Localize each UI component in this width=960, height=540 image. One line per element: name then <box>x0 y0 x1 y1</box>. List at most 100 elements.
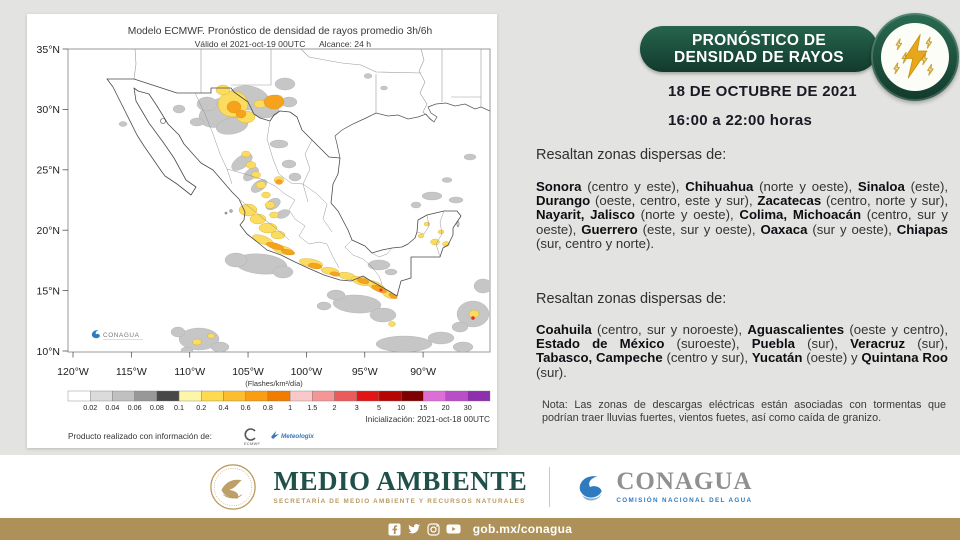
header-line2: DENSIDAD DE RAYOS <box>674 49 844 66</box>
legend-value-label: 0.4 <box>218 403 228 412</box>
medio-ambiente-block: MEDIO AMBIENTE SECRETARÍA DE MEDIO AMBIE… <box>273 466 528 506</box>
islands <box>160 118 460 227</box>
legend-cell <box>356 390 380 402</box>
legend-value-label: 0.8 <box>263 403 273 412</box>
us-gulf-coast <box>334 102 490 159</box>
legend-unit-label: (Flashes/km²/día) <box>245 379 303 388</box>
legend-value-label: 0.1 <box>174 403 184 412</box>
section2-lead: Resaltan zonas dispersas de: <box>536 291 727 307</box>
gob-url: gob.mx/conagua <box>472 522 573 536</box>
meteologix-icon <box>271 431 279 439</box>
legend-cell <box>378 390 402 402</box>
legend-value-label: 0.06 <box>128 403 142 412</box>
forecast-map: Modelo ECMWF. Pronóstico de densidad de … <box>37 26 491 446</box>
legend-cell <box>156 390 180 402</box>
legend-cell <box>245 390 269 402</box>
medio-ambiente-subtitle: SECRETARÍA DE MEDIO AMBIENTE Y RECURSOS … <box>273 498 526 505</box>
medio-ambiente-title: MEDIO AMBIENTE <box>273 466 528 496</box>
lat-tick-label: 25°N <box>37 165 60 177</box>
legend-value-label: 1.5 <box>307 403 317 412</box>
svg-text:ECMWF: ECMWF <box>244 441 261 446</box>
lat-tick-label: 15°N <box>37 285 60 297</box>
legend-value-label: 10 <box>397 403 405 412</box>
lon-tick-label: 100°W <box>291 366 323 378</box>
legend-cell <box>289 390 313 402</box>
legend-value-label: 1 <box>288 403 292 412</box>
legend-value-label: 0.02 <box>83 403 97 412</box>
forecast-map-card: Modelo ECMWF. Pronóstico de densidad de … <box>27 14 497 448</box>
mx-state-boundaries <box>194 92 445 285</box>
legend-cell <box>90 390 113 402</box>
plot-frame <box>67 48 491 353</box>
lat-tick-label: 35°N <box>37 44 60 56</box>
legend-value-label: 5 <box>377 403 381 412</box>
twitter-icon <box>407 523 421 536</box>
meteologix-logo: Meteologix <box>271 431 314 440</box>
legend-value-label: 0.2 <box>196 403 206 412</box>
legend-cell <box>312 390 335 402</box>
legend-value-label: 3 <box>355 403 359 412</box>
svg-text:Meteologix: Meteologix <box>281 433 314 440</box>
note-text: Nota: Las zonas de descargas eléctricas … <box>542 399 946 425</box>
conagua-logo-icon <box>580 475 602 500</box>
density-blobs-orange <box>226 94 398 299</box>
legend-value-label: 0.6 <box>241 403 251 412</box>
legend-cell <box>423 390 446 402</box>
legend-cell <box>112 390 135 402</box>
product-label: Producto realizado con información de: <box>68 431 212 441</box>
legend-cell <box>267 390 291 402</box>
density-blobs-red <box>379 288 475 320</box>
latitude-axis: 35°N 30°N 25°N 20°N 15°N 10°N <box>37 44 68 358</box>
legend-value-label: 15 <box>419 403 427 412</box>
legend-cell <box>201 390 224 402</box>
color-scale <box>67 390 491 402</box>
youtube-icon <box>446 523 461 535</box>
lat-tick-label: 30°N <box>37 104 60 116</box>
lon-tick-label: 105°W <box>232 366 264 378</box>
mexico-seal-icon <box>209 463 256 510</box>
conagua-mini-icon <box>91 330 100 339</box>
legend-value-label: 2 <box>333 403 337 412</box>
legend-cell <box>334 390 357 402</box>
legend-value-label: 0.04 <box>105 403 119 412</box>
header-line1: PRONÓSTICO DE <box>692 31 826 49</box>
legend-cell <box>400 390 424 402</box>
legend-cell <box>67 390 91 402</box>
institutional-footer: MEDIO AMBIENTE SECRETARÍA DE MEDIO AMBIE… <box>0 455 960 518</box>
init-label: Inicialización: 2021-oct-18 00UTC <box>365 414 490 424</box>
section1-lead: Resaltan zonas dispersas de: <box>536 147 727 163</box>
legend-value-label: 0.08 <box>150 403 164 412</box>
svg-text:CONAGUA: CONAGUA <box>103 332 140 339</box>
section1-paragraph: Sonora (centro y este), Chihuahua (norte… <box>536 179 949 251</box>
legend-cell <box>467 390 491 402</box>
lon-tick-label: 95°W <box>352 366 378 378</box>
conagua-title: CONAGUA <box>616 468 753 495</box>
color-scale-labels: 0.02 0.04 0.06 0.08 0.1 0.2 0.4 0.6 0.8 1 1.5 2 3 5 10… <box>83 403 472 412</box>
conagua-subtitle: COMISIÓN NACIONAL DEL AGUA <box>616 497 753 504</box>
lightning-badge <box>871 13 959 101</box>
lon-tick-label: 90°W <box>410 366 436 378</box>
social-bar: gob.mx/conagua <box>0 518 960 540</box>
legend-cell <box>134 390 158 402</box>
map-subtitle-valid: Válido el 2021-oct-19 00UTC <box>195 39 306 49</box>
legend-cell <box>178 390 202 402</box>
lightning-icon <box>893 34 934 79</box>
lightning-badge-inner <box>881 23 949 91</box>
legend-cell <box>445 390 468 402</box>
us-boundaries <box>133 49 482 122</box>
lat-tick-label: 10°N <box>37 346 60 358</box>
legend-value-label: 20 <box>442 403 450 412</box>
longitude-axis: 120°W 115°W 110°W 105°W 100°W 95°W 90°W <box>57 352 436 378</box>
ecmwf-logo: ECMWF <box>244 428 261 446</box>
facebook-icon <box>388 523 401 536</box>
forecast-time-range: 16:00 a 22:00 horas <box>668 112 813 129</box>
legend-cell <box>223 390 246 402</box>
section2-paragraph: Coahuila (centro, sur y noroeste), Aguas… <box>536 322 948 380</box>
footer-divider <box>549 466 551 507</box>
conagua-block: CONAGUA COMISIÓN NACIONAL DEL AGUA <box>572 469 752 505</box>
map-watermark: CONAGUA <box>91 330 143 340</box>
header-banner: PRONÓSTICO DE DENSIDAD DE RAYOS <box>640 26 878 72</box>
lon-tick-label: 110°W <box>174 366 205 378</box>
lon-tick-label: 115°W <box>116 366 147 378</box>
